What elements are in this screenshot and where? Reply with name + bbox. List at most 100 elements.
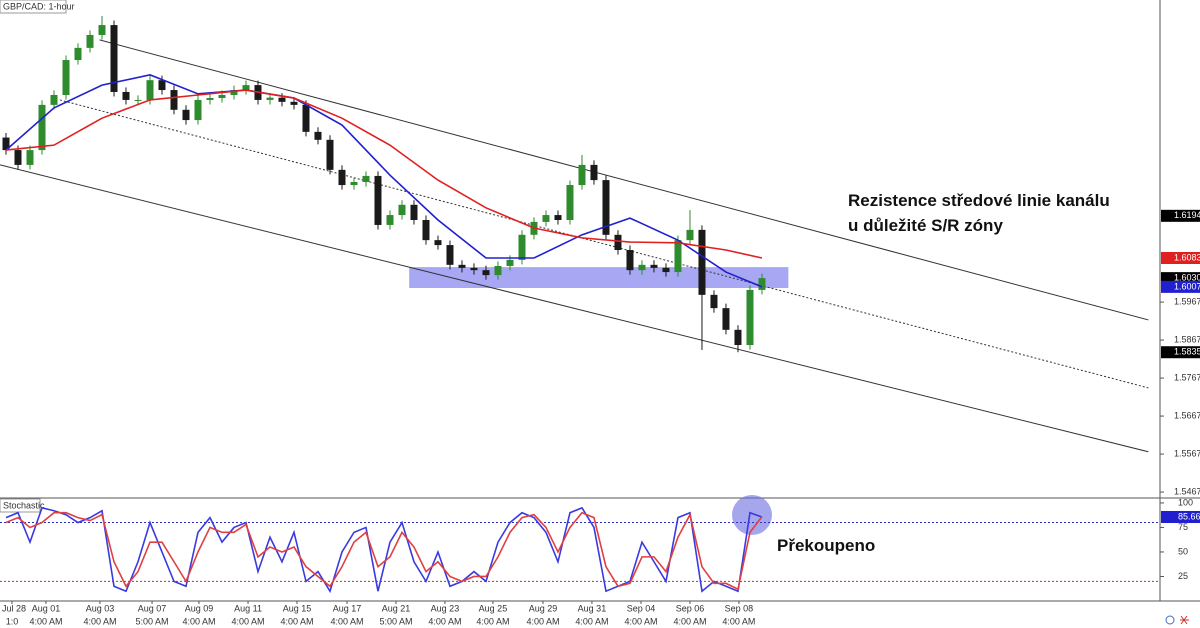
price-label: 1.6194 xyxy=(1174,210,1200,220)
candle-body xyxy=(302,104,310,132)
stoch-title-box xyxy=(0,498,41,513)
candle-body xyxy=(26,150,34,165)
x-tick-time: 4:00 AM xyxy=(625,616,658,626)
x-tick-time: 4:00 AM xyxy=(476,616,509,626)
x-tick-label: Aug 07 xyxy=(138,603,167,613)
annotation: u důležité S/R zóny xyxy=(848,216,1003,235)
candle-body xyxy=(446,245,454,265)
x-tick-label: Aug 21 xyxy=(382,603,411,613)
candle-body xyxy=(374,175,382,225)
candle-body xyxy=(470,267,478,271)
candle-body xyxy=(398,204,406,216)
x-tick-time: 4:00 AM xyxy=(575,616,608,626)
x-tick-label: Aug 25 xyxy=(479,603,508,613)
price-label-box xyxy=(1161,251,1200,264)
x-tick-label: Sep 06 xyxy=(676,603,705,613)
candle-body xyxy=(422,220,430,241)
y-tick-label: 50 xyxy=(1178,546,1188,556)
x-tick-time: 4:00 AM xyxy=(83,616,116,626)
candle-body xyxy=(314,131,322,140)
x-tick-label: Aug 31 xyxy=(578,603,607,613)
candle-body xyxy=(158,80,166,91)
price-panel xyxy=(0,15,1149,453)
candle-body xyxy=(182,109,190,121)
candle-body xyxy=(242,85,250,91)
x-tick-time: 4:00 AM xyxy=(29,616,62,626)
y-tick-label: 1.5867 xyxy=(1174,334,1200,344)
candle-body xyxy=(518,234,526,260)
x-tick-time: 4:00 AM xyxy=(280,616,313,626)
candle-body xyxy=(2,137,10,151)
price-label-box xyxy=(1161,209,1200,222)
y-tick-label: 25 xyxy=(1178,571,1188,581)
candle-body xyxy=(170,90,178,110)
candle-body xyxy=(626,250,634,271)
candle-body xyxy=(110,25,118,92)
candle-body xyxy=(218,94,226,99)
candle-body xyxy=(686,229,694,241)
stoch-title: Stochastic xyxy=(3,500,45,510)
price-label: 1.6007 xyxy=(1174,281,1200,291)
current-value-label: 85.66 xyxy=(1178,511,1200,521)
candle-body xyxy=(74,47,82,61)
candle-body xyxy=(86,34,94,48)
candle-body xyxy=(290,101,298,105)
candle-body xyxy=(554,215,562,221)
x-tick-time: 4:00 AM xyxy=(331,616,364,626)
candle-body xyxy=(722,308,730,330)
candle-body xyxy=(194,99,202,121)
x-tick-label: Aug 23 xyxy=(431,603,460,613)
candle-body xyxy=(434,240,442,246)
annotation: Rezistence středové linie kanálu xyxy=(848,191,1110,210)
y-tick-label: 100 xyxy=(1178,497,1193,507)
y-tick-label: 75 xyxy=(1178,522,1188,532)
moving-average xyxy=(5,74,763,288)
channel-line xyxy=(99,39,1149,321)
candle-body xyxy=(758,278,766,290)
candle-body xyxy=(38,104,46,151)
x-tick-label: Aug 15 xyxy=(283,603,312,613)
x-tick-label: Aug 29 xyxy=(529,603,558,613)
candle-body xyxy=(602,180,610,235)
candle-body xyxy=(506,259,514,266)
x-tick-label: Aug 17 xyxy=(333,603,362,613)
candle-body xyxy=(746,289,754,346)
x-tick-time: 4:00 AM xyxy=(182,616,215,626)
candle-body xyxy=(230,90,238,95)
candle-body xyxy=(458,264,466,268)
x-tick-time: 4:00 AM xyxy=(232,616,265,626)
moving-average xyxy=(5,89,763,259)
x-tick-time: 4:00 AM xyxy=(722,616,755,626)
x-tick-time: 4:00 AM xyxy=(526,616,559,626)
candle-body xyxy=(542,215,550,222)
icon[interactable] xyxy=(1180,615,1189,625)
candle-body xyxy=(50,94,58,105)
y-tick-label: 1.5567 xyxy=(1174,448,1200,458)
x-tick-label: Aug 11 xyxy=(234,603,262,613)
candle-body xyxy=(266,97,274,100)
y-tick-label: 1.5667 xyxy=(1174,410,1200,420)
candle-body xyxy=(326,139,334,170)
candle-body xyxy=(494,265,502,276)
sr-zone xyxy=(409,267,789,289)
candle-body xyxy=(14,150,22,165)
stochastic-panel xyxy=(0,506,1160,594)
x-tick-time: 5:00 AM xyxy=(136,616,169,626)
candle-body xyxy=(122,91,130,100)
candle-body xyxy=(674,240,682,273)
x-tick-label: Aug 09 xyxy=(185,603,214,613)
candle-body xyxy=(410,204,418,221)
candle-body xyxy=(62,60,70,95)
x-tick-time: 4:00 AM xyxy=(428,616,461,626)
x-tick-label: Aug 03 xyxy=(86,603,115,613)
x-tick-time: 4:00 AM xyxy=(673,616,706,626)
x-tick-label: Aug 01 xyxy=(32,603,61,613)
candle-body xyxy=(734,329,742,346)
icon[interactable] xyxy=(1165,615,1175,625)
candle-body xyxy=(662,267,670,273)
stoch-line xyxy=(5,506,763,594)
candle-body xyxy=(578,164,586,186)
current-value-box xyxy=(1161,510,1200,523)
y-tick-label: 1.5767 xyxy=(1174,372,1200,382)
